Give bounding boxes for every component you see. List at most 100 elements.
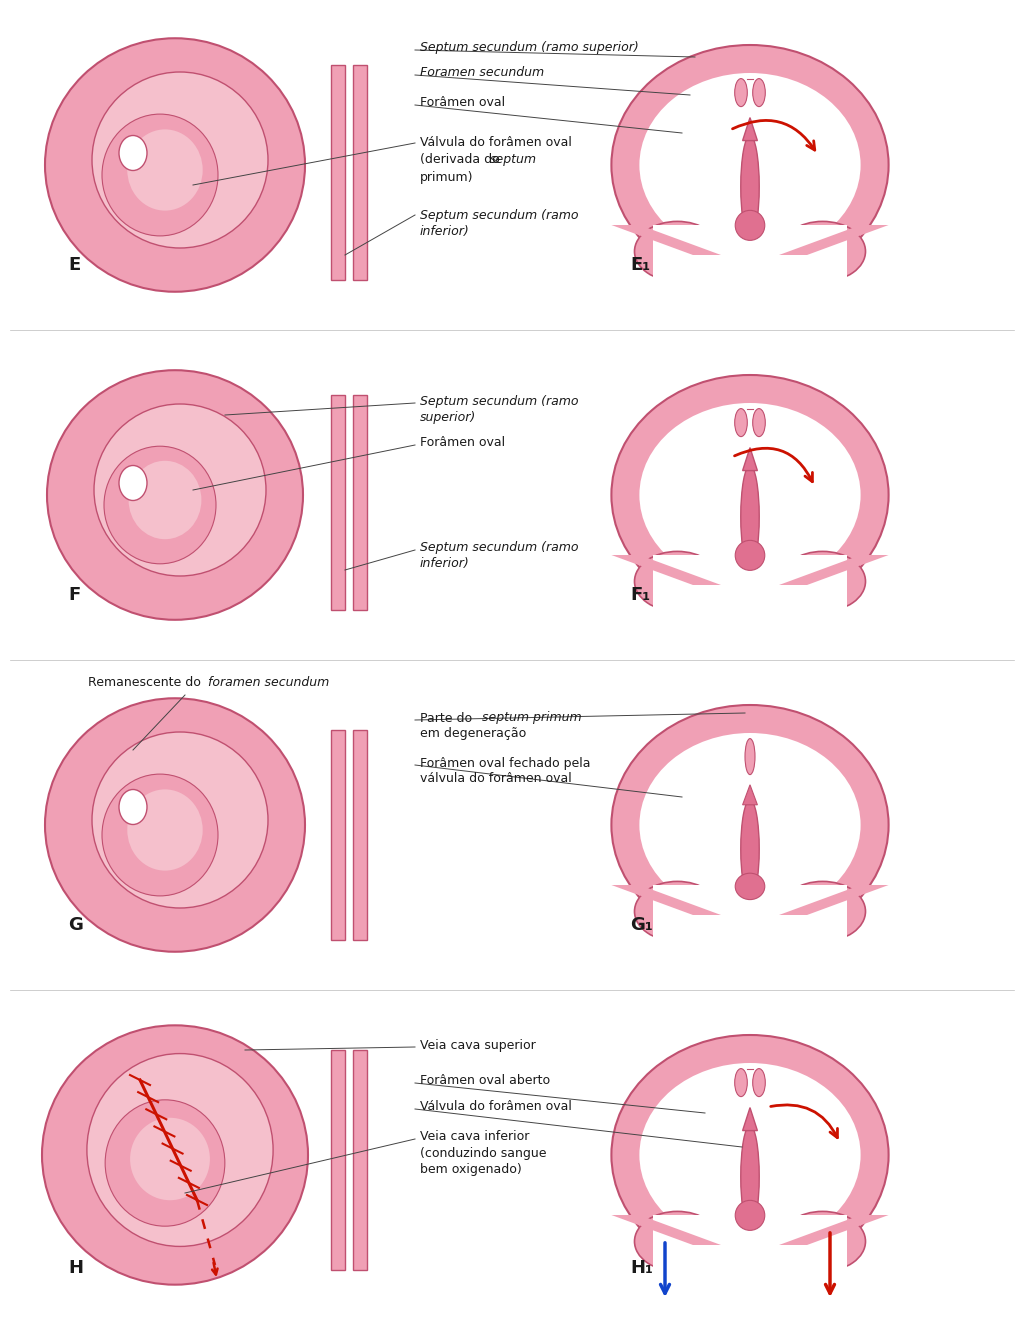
Ellipse shape — [104, 447, 216, 564]
Polygon shape — [353, 730, 367, 940]
Text: inferior): inferior) — [420, 224, 470, 237]
Polygon shape — [779, 1215, 889, 1246]
Ellipse shape — [129, 461, 202, 539]
Ellipse shape — [635, 221, 720, 282]
Text: Septum secundum (ramo superior): Septum secundum (ramo superior) — [420, 41, 639, 54]
Polygon shape — [733, 1215, 767, 1275]
Polygon shape — [353, 395, 367, 610]
Ellipse shape — [92, 731, 268, 908]
Text: em degeneração: em degeneração — [420, 728, 526, 741]
Text: Forâmen oval: Forâmen oval — [420, 436, 505, 449]
Ellipse shape — [639, 733, 860, 917]
Polygon shape — [353, 65, 367, 279]
Text: Veia cava superior: Veia cava superior — [420, 1039, 536, 1052]
Polygon shape — [779, 884, 889, 915]
Ellipse shape — [779, 1211, 865, 1272]
Ellipse shape — [735, 1201, 765, 1231]
Text: Parte do: Parte do — [420, 712, 476, 725]
Text: (derivada do: (derivada do — [420, 153, 504, 166]
Ellipse shape — [735, 211, 765, 240]
Ellipse shape — [635, 882, 720, 941]
Polygon shape — [742, 1107, 758, 1131]
Text: G: G — [68, 916, 83, 934]
Ellipse shape — [611, 376, 889, 616]
Ellipse shape — [655, 1232, 699, 1251]
Text: H₁: H₁ — [630, 1259, 653, 1277]
Polygon shape — [331, 1050, 345, 1271]
Polygon shape — [353, 1050, 367, 1271]
Polygon shape — [733, 225, 767, 285]
Ellipse shape — [734, 79, 748, 107]
Ellipse shape — [801, 903, 845, 920]
Ellipse shape — [753, 409, 765, 436]
Ellipse shape — [92, 72, 268, 248]
Ellipse shape — [130, 1118, 210, 1201]
Ellipse shape — [127, 789, 203, 871]
Ellipse shape — [105, 1099, 225, 1226]
Ellipse shape — [45, 699, 305, 952]
Ellipse shape — [740, 136, 759, 237]
Text: (conduzindo sangue: (conduzindo sangue — [420, 1147, 547, 1160]
Polygon shape — [733, 884, 767, 945]
Ellipse shape — [745, 738, 755, 775]
Text: E₁: E₁ — [630, 256, 650, 274]
Text: Válvula do forâmen oval: Válvula do forâmen oval — [420, 137, 571, 149]
Ellipse shape — [779, 551, 865, 612]
Polygon shape — [742, 448, 758, 471]
Polygon shape — [331, 395, 345, 610]
Polygon shape — [653, 225, 847, 304]
Ellipse shape — [740, 1126, 759, 1227]
Polygon shape — [742, 784, 758, 805]
Ellipse shape — [119, 136, 147, 170]
Ellipse shape — [753, 1069, 765, 1097]
Polygon shape — [653, 555, 847, 635]
Ellipse shape — [635, 1211, 720, 1272]
Ellipse shape — [735, 540, 765, 571]
Text: Forâmen oval aberto: Forâmen oval aberto — [420, 1074, 550, 1087]
Ellipse shape — [639, 1064, 860, 1247]
Polygon shape — [611, 1215, 721, 1246]
Ellipse shape — [734, 1069, 748, 1097]
Text: Septum secundum (ramo: Septum secundum (ramo — [420, 208, 579, 221]
Text: foramen secundum: foramen secundum — [208, 676, 330, 689]
Text: inferior): inferior) — [420, 558, 470, 571]
Ellipse shape — [753, 79, 765, 107]
Ellipse shape — [119, 789, 147, 825]
Text: Foramen secundum: Foramen secundum — [420, 66, 544, 79]
Text: F: F — [68, 587, 80, 604]
Ellipse shape — [47, 370, 303, 619]
Ellipse shape — [734, 409, 748, 436]
Text: Forâmen oval: Forâmen oval — [420, 96, 505, 109]
Polygon shape — [653, 884, 847, 965]
Ellipse shape — [611, 45, 889, 285]
Polygon shape — [742, 117, 758, 141]
Polygon shape — [653, 1215, 847, 1296]
Ellipse shape — [87, 1053, 273, 1247]
Ellipse shape — [779, 882, 865, 941]
Ellipse shape — [655, 243, 699, 261]
Polygon shape — [611, 555, 721, 585]
Polygon shape — [733, 555, 767, 616]
Ellipse shape — [735, 874, 765, 900]
Ellipse shape — [127, 129, 203, 211]
Polygon shape — [611, 884, 721, 915]
Ellipse shape — [42, 1025, 308, 1285]
Ellipse shape — [635, 551, 720, 612]
Ellipse shape — [655, 903, 699, 920]
Polygon shape — [331, 65, 345, 279]
Text: F₁: F₁ — [630, 587, 650, 604]
Ellipse shape — [801, 243, 845, 261]
Text: Septum secundum (ramo: Septum secundum (ramo — [420, 394, 579, 407]
Ellipse shape — [779, 221, 865, 282]
Ellipse shape — [801, 572, 845, 590]
Ellipse shape — [611, 1035, 889, 1275]
Text: septum: septum — [490, 153, 537, 166]
Polygon shape — [779, 555, 889, 585]
Text: Forâmen oval fechado pela: Forâmen oval fechado pela — [420, 757, 591, 770]
Ellipse shape — [639, 72, 860, 257]
Ellipse shape — [655, 572, 699, 590]
Text: septum primum: septum primum — [482, 712, 582, 725]
Ellipse shape — [801, 1232, 845, 1251]
Ellipse shape — [611, 705, 889, 945]
Text: H: H — [68, 1259, 83, 1277]
